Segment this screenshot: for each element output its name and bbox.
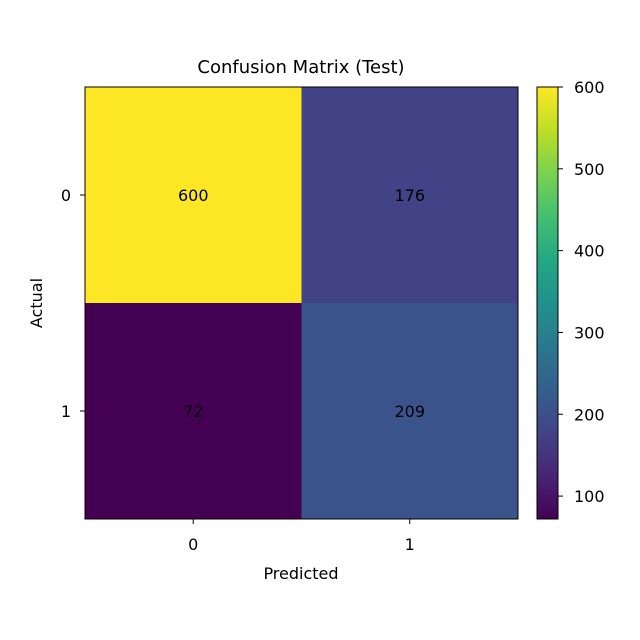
heatmap-cell [301,303,519,520]
colorbar-tick-label: 400 [574,242,605,261]
y-tick-label: 0 [61,186,71,205]
x-tick-label: 1 [405,535,415,554]
colorbar-tick-label: 100 [574,487,605,506]
colorbar-tick-label: 500 [574,160,605,179]
colorbar-tick-label: 200 [574,405,605,424]
heatmap-cell [85,303,302,520]
heatmap-cells [85,87,519,520]
colorbar-tick-label: 300 [574,323,605,342]
cell-value-label: 209 [394,402,425,421]
x-axis-label: Predicted [263,564,338,583]
cell-value-label: 176 [394,186,425,205]
chart-title: Confusion Matrix (Test) [197,57,404,78]
y-tick-label: 1 [61,402,71,421]
heatmap-cell [85,87,302,304]
colorbar-ticks: 100 200 300 400 500 600 [558,78,605,506]
y-axis-ticks: 01 [61,186,85,421]
x-tick-label: 0 [188,535,198,554]
y-axis-label: Actual [27,278,46,328]
heatmap-cell [301,87,519,304]
cell-value-label: 72 [183,402,203,421]
cell-value-label: 600 [178,186,209,205]
colorbar-tick-label: 600 [574,78,605,97]
colorbar [536,86,559,520]
cell-value-labels: 600 176 72 209 [178,186,425,421]
heatmap-frame [84,86,519,520]
